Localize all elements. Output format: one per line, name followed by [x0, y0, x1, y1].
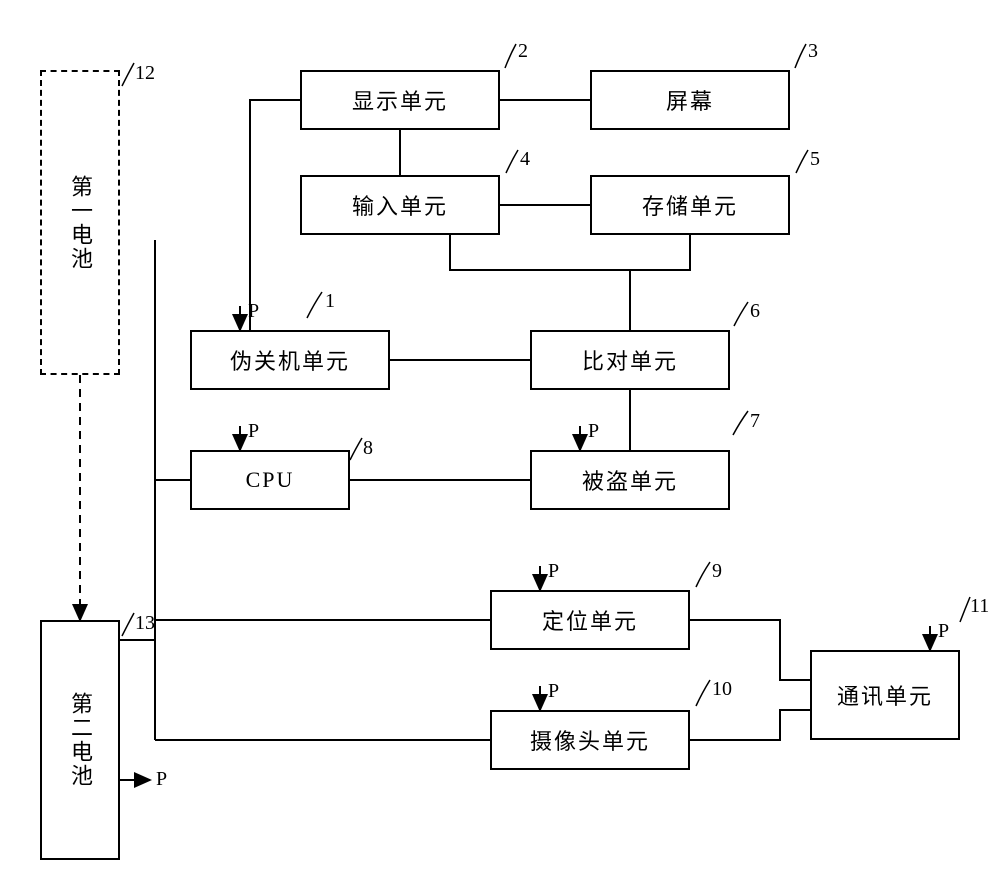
- label-scr: 屏幕: [666, 84, 714, 116]
- box-bat2: 第二电池: [40, 620, 120, 860]
- box-bat1: 第一电池: [40, 70, 120, 375]
- label-inp: 输入单元: [352, 189, 448, 221]
- num-comm: 11: [970, 595, 989, 618]
- label-stolen: 被盗单元: [582, 464, 678, 496]
- box-cam: 摄像头单元: [490, 710, 690, 770]
- box-fake: 伪关机单元: [190, 330, 390, 390]
- label-cmp: 比对单元: [582, 344, 678, 376]
- num-cmp: 6: [750, 300, 760, 323]
- box-comm: 通讯单元: [810, 650, 960, 740]
- box-stolen: 被盗单元: [530, 450, 730, 510]
- label-bat2: 第二电池: [64, 692, 96, 788]
- num-bat2: 13: [135, 612, 155, 635]
- num-stolen: 7: [750, 410, 760, 433]
- num-fake: 1: [325, 290, 335, 313]
- num-scr: 3: [808, 40, 818, 63]
- diagram-root: 第一电池 12 第二电池 13 显示单元 2 屏幕 3 输入单元 4 存储单元 5 伪关机单元 1 比对单元…: [0, 0, 1000, 889]
- p-label-cam: P: [548, 680, 559, 703]
- num-loc: 9: [712, 560, 722, 583]
- num-sto: 5: [810, 148, 820, 171]
- num-bat1: 12: [135, 62, 155, 85]
- num-disp: 2: [518, 40, 528, 63]
- label-loc: 定位单元: [542, 604, 638, 636]
- box-cpu: CPU: [190, 450, 350, 510]
- p-label-stolen: P: [588, 420, 599, 443]
- label-comm: 通讯单元: [837, 679, 933, 711]
- p-label-loc: P: [548, 560, 559, 583]
- box-disp: 显示单元: [300, 70, 500, 130]
- label-cpu: CPU: [246, 467, 295, 493]
- label-sto: 存储单元: [642, 189, 738, 221]
- num-cam: 10: [712, 678, 732, 701]
- num-cpu: 8: [363, 437, 373, 460]
- p-label-cpu: P: [248, 420, 259, 443]
- label-cam: 摄像头单元: [530, 724, 650, 756]
- box-loc: 定位单元: [490, 590, 690, 650]
- box-cmp: 比对单元: [530, 330, 730, 390]
- label-disp: 显示单元: [352, 84, 448, 116]
- p-label-out: P: [156, 768, 167, 791]
- label-fake: 伪关机单元: [230, 344, 350, 376]
- label-bat1: 第一电池: [64, 175, 96, 271]
- box-sto: 存储单元: [590, 175, 790, 235]
- p-label-comm: P: [938, 620, 949, 643]
- p-label-fake: P: [248, 300, 259, 323]
- num-inp: 4: [520, 148, 530, 171]
- box-inp: 输入单元: [300, 175, 500, 235]
- box-scr: 屏幕: [590, 70, 790, 130]
